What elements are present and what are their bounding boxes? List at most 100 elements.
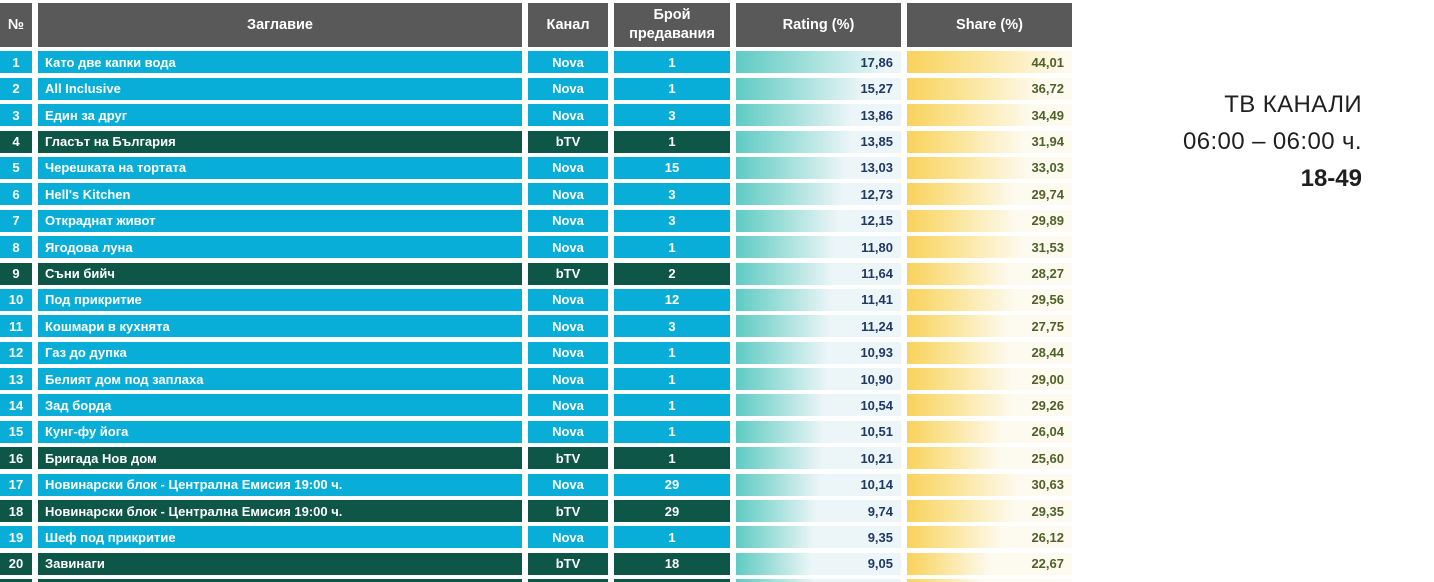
share-bar [907,500,1014,523]
share-cell: 26,12 [907,526,1072,549]
caption-timeband-label: 06:00 – 06:00 ч. [1182,128,1362,155]
table-row-partial [0,579,1072,582]
title-cell: All Inclusive [38,77,522,100]
broadcast-count-cell: 1 [614,420,730,443]
table-row: 4 Гласът на България bTV 1 13,85 31,94 [0,130,1072,153]
share-value: 29,35 [1031,503,1064,519]
channel-cell [528,579,608,582]
table-body: 1 Като две капки вода Nova 1 17,86 44,01 2 All … [0,51,1072,575]
broadcast-count-cell: 3 [614,104,730,127]
share-bar [907,526,1003,549]
share-bar [907,368,1013,391]
channel-cell: Nova [528,368,608,391]
rating-bar [736,500,817,523]
rating-bar [736,315,830,338]
channel-cell: Nova [528,394,608,417]
table-row: 20 Завинаги bTV 18 9,05 22,67 [0,552,1072,575]
channel-cell: Nova [528,156,608,179]
rating-value: 13,03 [860,160,893,176]
share-bar [907,236,1022,259]
channel-cell: Nova [528,341,608,364]
table-row: 15 Кунг-фу йога Nova 1 10,51 26,04 [0,420,1072,443]
broadcast-count-cell: 2 [614,262,730,285]
rating-cell: 10,93 [736,341,901,364]
title-cell: Гласът на България [38,130,522,153]
title-cell [38,579,522,582]
rating-cell: 11,64 [736,262,901,285]
broadcast-count-cell: 1 [614,236,730,259]
header-title: Заглавие [38,3,522,47]
header-share: Share (%) [907,3,1072,47]
rank-cell: 13 [0,368,32,391]
share-value: 36,72 [1031,81,1064,97]
share-cell: 26,04 [907,420,1072,443]
share-bar [907,104,1033,127]
side-caption: ТВ КАНАЛИ 06:00 – 06:00 ч. 18-49 [1183,86,1362,197]
title-cell: Завинаги [38,552,522,575]
rank-cell: 20 [0,552,32,575]
share-cell: 25,60 [907,447,1072,470]
rating-bar [736,526,814,549]
share-value: 31,53 [1031,239,1064,255]
share-value: 30,63 [1031,477,1064,493]
rating-cell: 9,35 [736,526,901,549]
rating-cell: 10,54 [736,394,901,417]
share-value: 29,26 [1031,397,1064,413]
share-bar [907,262,1010,285]
share-bar [907,420,1002,443]
table-row: 14 Зад борда Nova 1 10,54 29,26 [0,394,1072,417]
share-bar [907,579,980,582]
share-value: 29,56 [1031,292,1064,308]
channel-cell: Nova [528,315,608,338]
table-row: 1 Като две капки вода Nova 1 17,86 44,01 [0,51,1072,74]
share-bar [907,447,1001,470]
rating-value: 10,54 [860,397,893,413]
rating-cell: 10,14 [736,473,901,496]
rating-bar [736,473,821,496]
title-cell: Зад борда [38,394,522,417]
channel-cell: Nova [528,209,608,232]
rating-bar [736,552,812,575]
rank-cell: 6 [0,183,32,206]
share-bar [907,130,1024,153]
broadcast-count-cell: 29 [614,500,730,523]
rating-cell: 11,24 [736,315,901,338]
share-cell: 29,26 [907,394,1072,417]
rank-cell: 1 [0,51,32,74]
rating-bar [736,77,863,100]
share-value: 26,12 [1031,529,1064,545]
share-cell: 30,63 [907,473,1072,496]
rating-cell: 10,90 [736,368,901,391]
title-cell: Кошмари в кухнята [38,315,522,338]
rank-cell: 4 [0,130,32,153]
table-row: 9 Съни бийч bTV 2 11,64 28,27 [0,262,1072,285]
rank-cell: 5 [0,156,32,179]
table-row: 13 Белият дом под заплаха Nova 1 10,90 29,00 [0,368,1072,391]
title-cell: Съни бийч [38,262,522,285]
title-cell: Под прикритие [38,288,522,311]
rank-cell: 2 [0,77,32,100]
rating-bar [736,183,842,206]
share-cell: 29,74 [907,183,1072,206]
share-cell [907,579,1072,582]
share-cell: 27,75 [907,315,1072,338]
channel-cell: Nova [528,473,608,496]
caption-demographic-label: 18-49 [1300,165,1362,192]
rating-bar [736,130,852,153]
rank-cell: 10 [0,288,32,311]
channel-cell: bTV [528,262,608,285]
share-value: 31,94 [1031,134,1064,150]
rank-cell: 16 [0,447,32,470]
tv-ratings-table: № Заглавие Канал Брой предавания Rating … [0,3,1072,582]
broadcast-count-cell: 1 [614,51,730,74]
rank-cell: 12 [0,341,32,364]
share-cell: 44,01 [907,51,1072,74]
channel-cell: Nova [528,51,608,74]
rating-value: 17,86 [860,54,893,70]
share-value: 22,67 [1031,556,1064,572]
share-bar [907,473,1019,496]
table-row: 16 Бригада Нов дом bTV 1 10,21 25,60 [0,447,1072,470]
table-row: 12 Газ до дупка Nova 1 10,93 28,44 [0,341,1072,364]
channel-cell: Nova [528,288,608,311]
share-bar [907,51,1068,74]
